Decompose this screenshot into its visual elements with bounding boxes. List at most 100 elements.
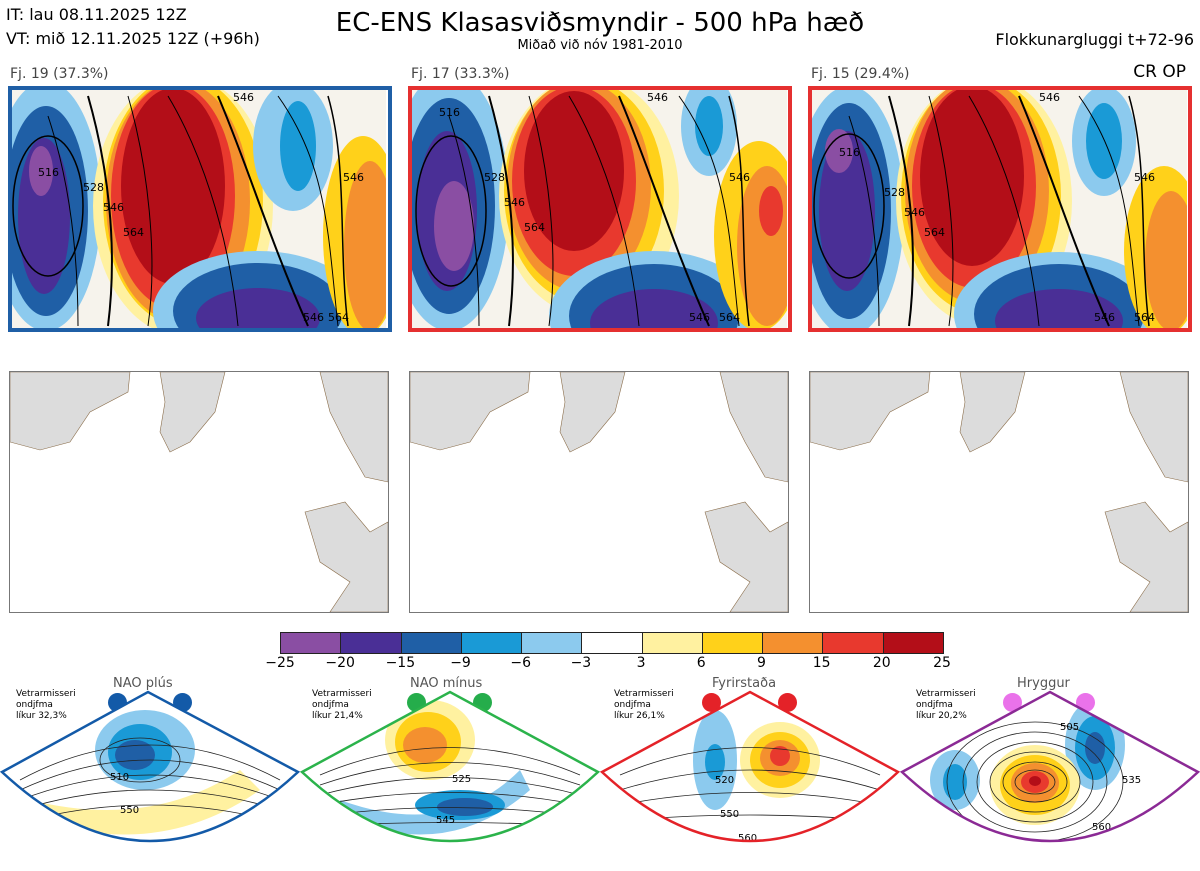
colorbar-swatch bbox=[522, 633, 583, 653]
colorbar-tick-label: −25 bbox=[265, 655, 295, 671]
regime-2-map: 525 545 565 bbox=[300, 690, 600, 861]
contour-label: 546 bbox=[1039, 91, 1060, 104]
regime-note-line: líkur 20,2% bbox=[916, 711, 967, 721]
colorbar-swatch bbox=[702, 633, 764, 653]
regime-3-dot bbox=[702, 693, 721, 712]
colorbar-swatch bbox=[281, 633, 342, 653]
cluster-3-lower-map bbox=[809, 371, 1189, 613]
contour-label: 550 bbox=[720, 809, 739, 820]
regime-note-line: ondjfma bbox=[614, 700, 651, 710]
cluster-1-lower-map bbox=[9, 371, 389, 613]
cluster-2-border bbox=[408, 86, 792, 332]
cluster-2-lower-map bbox=[409, 371, 789, 613]
contour-label: 560 bbox=[1092, 822, 1111, 833]
contour-label: 546 bbox=[1134, 171, 1155, 184]
regime-note-line: ondjfma bbox=[916, 700, 953, 710]
colorbar-swatch bbox=[341, 633, 402, 653]
contour-label: 528 bbox=[884, 186, 905, 199]
contour-label: 528 bbox=[484, 171, 505, 184]
contour-label: 516 bbox=[38, 166, 59, 179]
contour-label: 564 bbox=[328, 311, 349, 324]
cluster-1-border bbox=[8, 86, 392, 332]
contour-label: 516 bbox=[839, 146, 860, 159]
cluster-1-panel: 516 528 546 564 546 546 564 546 bbox=[8, 86, 386, 330]
cluster-2-panel: 516 528 546 564 546 546 564 546 bbox=[409, 86, 787, 330]
cluster-1-label: Fj. 19 (37.3%) bbox=[10, 66, 109, 82]
colorbar-tick-label: −15 bbox=[385, 655, 416, 671]
contour-label: 546 bbox=[647, 91, 668, 104]
contour-label: 565 bbox=[446, 850, 465, 861]
cluster-window-label: Flokkunargluggi t+72-96 bbox=[995, 30, 1194, 49]
analysis-time: IT: lau 08.11.2025 12Z bbox=[6, 5, 187, 24]
contour-label: 516 bbox=[439, 106, 460, 119]
regime-note-line: Vetrarmisseri bbox=[312, 689, 372, 699]
contour-label: 546 bbox=[103, 201, 124, 214]
anomaly-colorbar bbox=[280, 632, 944, 654]
regime-4-dot bbox=[1003, 693, 1022, 712]
contour-label: 520 bbox=[715, 775, 734, 786]
contour-label: 550 bbox=[120, 805, 139, 816]
colorbar-swatch bbox=[763, 633, 824, 653]
cluster-2-map: 516 528 546 564 546 546 564 546 bbox=[409, 86, 787, 330]
regime-1-title: NAO plús bbox=[113, 676, 173, 691]
colorbar-swatch bbox=[582, 633, 643, 653]
regime-3-dot bbox=[778, 693, 797, 712]
contour-label: 564 bbox=[924, 226, 945, 239]
contour-label: 560 bbox=[738, 833, 757, 844]
contour-label: 545 bbox=[436, 815, 455, 826]
colorbar-tick-label: 9 bbox=[756, 655, 766, 671]
colorbar-tick-label: −6 bbox=[510, 655, 532, 671]
colorbar-swatch bbox=[883, 633, 943, 653]
cluster-2-label: Fj. 17 (33.3%) bbox=[411, 66, 510, 82]
regime-3-map: 520 550 560 bbox=[600, 690, 900, 844]
contour-label: 535 bbox=[1122, 775, 1141, 786]
page-subtitle: Miðað við nóv 1981-2010 bbox=[517, 38, 683, 53]
colorbar-tick-label: −9 bbox=[450, 655, 471, 671]
regime-4-map: 505 535 560 bbox=[900, 690, 1200, 843]
map-outline bbox=[809, 371, 1189, 613]
regime-note-line: Vetrarmisseri bbox=[916, 689, 976, 699]
colorbar-swatch bbox=[642, 633, 703, 653]
regime-4-note: Vetrarmisseri ondjfma líkur 20,2% bbox=[916, 689, 976, 722]
contour-label: 564 bbox=[719, 311, 740, 324]
contour-label: 564 bbox=[1134, 311, 1155, 324]
contour-label: 510 bbox=[110, 772, 129, 783]
map-outline bbox=[9, 371, 389, 613]
contour-label: 546 bbox=[303, 311, 324, 324]
colorbar-swatch bbox=[461, 633, 523, 653]
cluster-3-map: 516 528 546 564 546 546 564 546 bbox=[809, 86, 1187, 330]
contour-label: 546 bbox=[343, 171, 364, 184]
colorbar-tick-label: 6 bbox=[696, 655, 706, 671]
page-title: EC-ENS Klasasviðsmyndir - 500 hPa hæð bbox=[335, 8, 865, 38]
cluster-3-label: Fj. 15 (29.4%) bbox=[811, 66, 910, 82]
regime-note-line: líkur 32,3% bbox=[16, 711, 67, 721]
contour-label: 564 bbox=[524, 221, 545, 234]
regime-note-line: ondjfma bbox=[16, 700, 53, 710]
regime-note-line: líkur 21,4% bbox=[312, 711, 363, 721]
regime-4-title: Hryggur bbox=[1017, 676, 1070, 691]
contour-label: 564 bbox=[123, 226, 144, 239]
regime-note-line: líkur 26,1% bbox=[614, 711, 665, 721]
cluster-1-map: 516 528 546 564 546 546 564 546 bbox=[8, 86, 386, 330]
colorbar-swatch bbox=[401, 633, 462, 653]
contour-label: 546 bbox=[689, 311, 710, 324]
contour-label: 546 bbox=[1094, 311, 1115, 324]
colorbar-tick-label: −3 bbox=[570, 655, 592, 671]
colorbar-tick-label: 20 bbox=[872, 655, 891, 671]
regime-note-line: Vetrarmisseri bbox=[614, 689, 674, 699]
colorbar-tick-label: −20 bbox=[325, 655, 355, 671]
contour-label: 505 bbox=[1060, 722, 1079, 733]
contour-label: 546 bbox=[904, 206, 925, 219]
valid-time: VT: mið 12.11.2025 12Z (+96h) bbox=[6, 29, 260, 48]
map-outline bbox=[409, 371, 789, 613]
contour-label: 525 bbox=[452, 774, 471, 785]
cluster-3-border bbox=[808, 86, 1192, 332]
regime-1-note: Vetrarmisseri ondjfma líkur 32,3% bbox=[16, 689, 76, 722]
regime-3-note: Vetrarmisseri ondjfma líkur 26,1% bbox=[614, 689, 674, 722]
colorbar-swatch bbox=[823, 633, 884, 653]
regime-note-line: Vetrarmisseri bbox=[16, 689, 76, 699]
colorbar-tick-label: 3 bbox=[636, 655, 646, 671]
contour-label: 546 bbox=[504, 196, 525, 209]
cluster-3-flags: CR OP bbox=[1133, 62, 1186, 82]
regime-3-title: Fyrirstaða bbox=[712, 676, 777, 691]
